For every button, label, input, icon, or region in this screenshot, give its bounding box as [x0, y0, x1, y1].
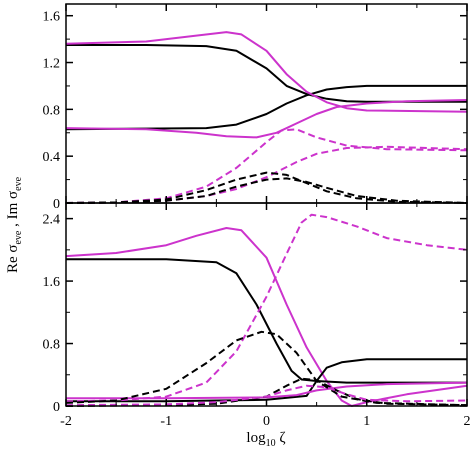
x-tick-label: 2 — [464, 414, 471, 429]
series-line-3 — [65, 31, 468, 113]
series-line-6 — [65, 145, 468, 204]
y-tick-label: 1.6 — [43, 10, 61, 25]
x-tick-label: -1 — [160, 414, 172, 429]
series-line-2 — [66, 258, 467, 384]
y-tick-label: 2.4 — [43, 213, 61, 228]
series-line-8 — [65, 384, 468, 407]
y-tick-label: 0.8 — [43, 338, 61, 353]
series-line-1 — [66, 44, 467, 103]
series-line-4 — [65, 99, 468, 139]
x-tick-label: -2 — [60, 414, 72, 429]
y-tick-label: 0 — [53, 197, 60, 212]
series-line-5 — [65, 128, 468, 204]
series-line-6 — [65, 330, 468, 407]
bottom-panel: 0 0.8 1.6 2.4 -2 -1 0 1 2 — [43, 202, 471, 429]
y-tick-label: 0.4 — [43, 150, 61, 165]
y-tick-label: 0 — [53, 400, 60, 415]
series-line-5 — [65, 213, 468, 403]
top-panel: 0 0.4 0.8 1.2 1.6 — [43, 3, 468, 212]
y-tick-label: 0.8 — [43, 103, 61, 118]
y-tick-label: 1.6 — [43, 275, 61, 290]
plot-frame — [65, 202, 468, 407]
x-axis-label: log10 ζ — [246, 430, 285, 449]
y-tick-label: 1.2 — [43, 57, 61, 72]
y-axis-label: Re σeve , Im σeve — [5, 176, 24, 273]
series-line-7 — [65, 171, 468, 204]
series-line-2 — [65, 84, 467, 131]
series-line-8 — [65, 177, 468, 204]
series-line-1 — [65, 227, 468, 407]
series-line-4 — [66, 381, 468, 400]
x-tick-label: 1 — [363, 414, 370, 429]
x-tick-label: 0 — [263, 414, 270, 429]
